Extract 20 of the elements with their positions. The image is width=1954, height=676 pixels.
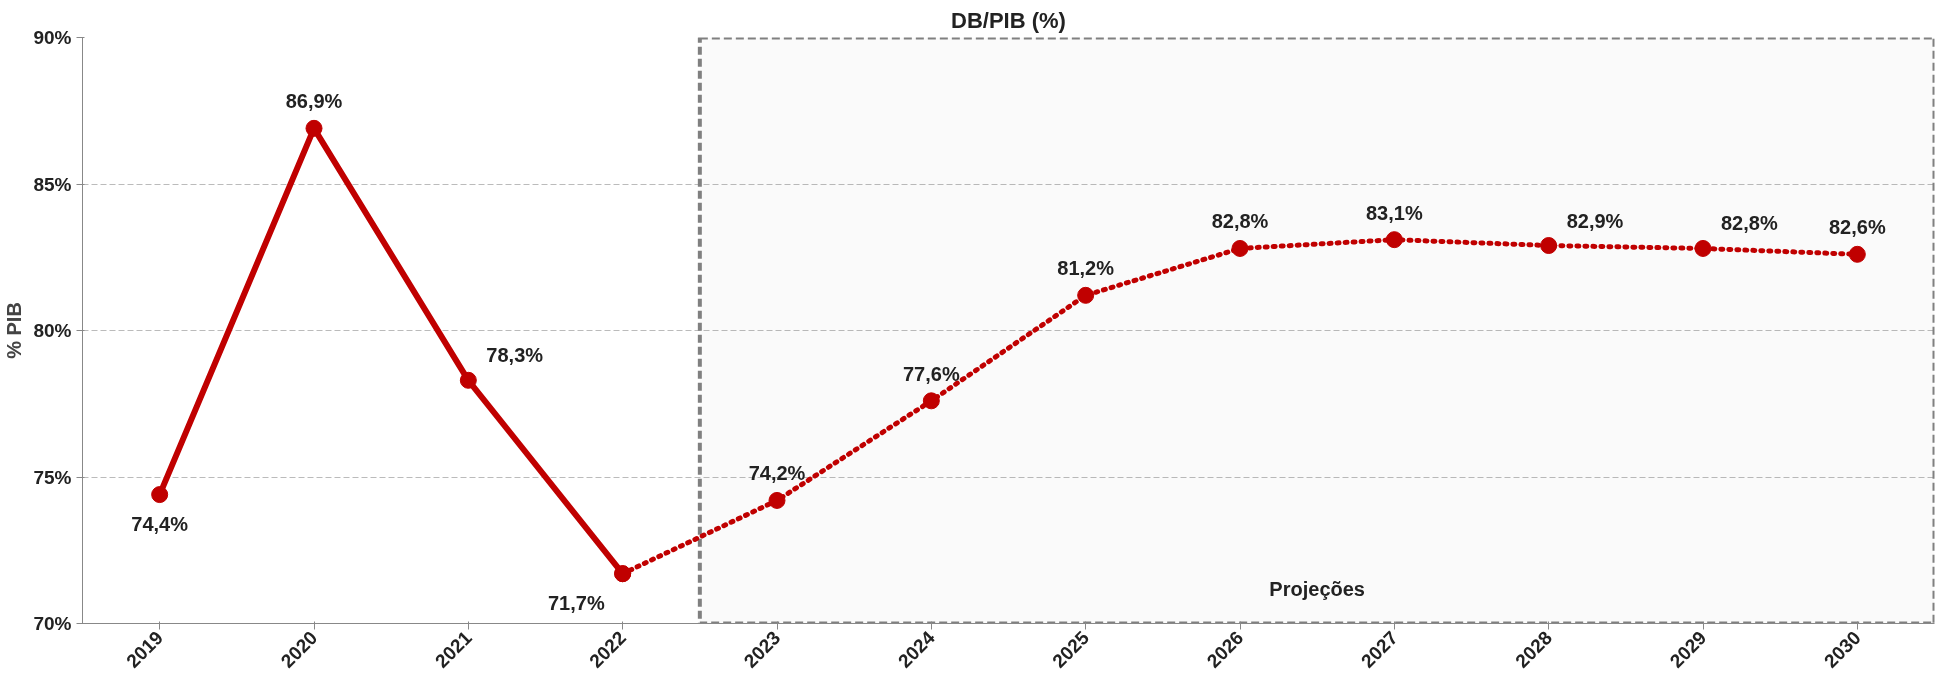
y-tick-label: 90% (33, 27, 72, 48)
data-label: 77,6% (902, 362, 960, 385)
data-label: 82,6% (1828, 216, 1886, 239)
data-label: 78,3% (486, 344, 544, 367)
band-label: Projeções (1269, 578, 1365, 601)
data-label: 82,8% (1721, 212, 1778, 235)
data-label: 86,9% (285, 90, 343, 113)
y-tick-label: 80% (33, 320, 72, 341)
y-axis-title: % PIB (3, 302, 26, 359)
data-label: 82,8% (1211, 210, 1269, 233)
data-label: 74,2% (748, 462, 806, 485)
y-tick-label: 75% (33, 466, 72, 488)
y-tick-label: 85% (33, 173, 72, 195)
data-label: 83,1% (1365, 201, 1423, 224)
chart-title: DB/PIB (%) (951, 7, 1066, 33)
data-label: 74,4% (131, 512, 189, 535)
data-label: 81,2% (1057, 257, 1115, 280)
data-label: 71,7% (547, 591, 605, 614)
data-label: 82,9% (1566, 209, 1624, 232)
y-tick-label: 70% (33, 613, 72, 634)
